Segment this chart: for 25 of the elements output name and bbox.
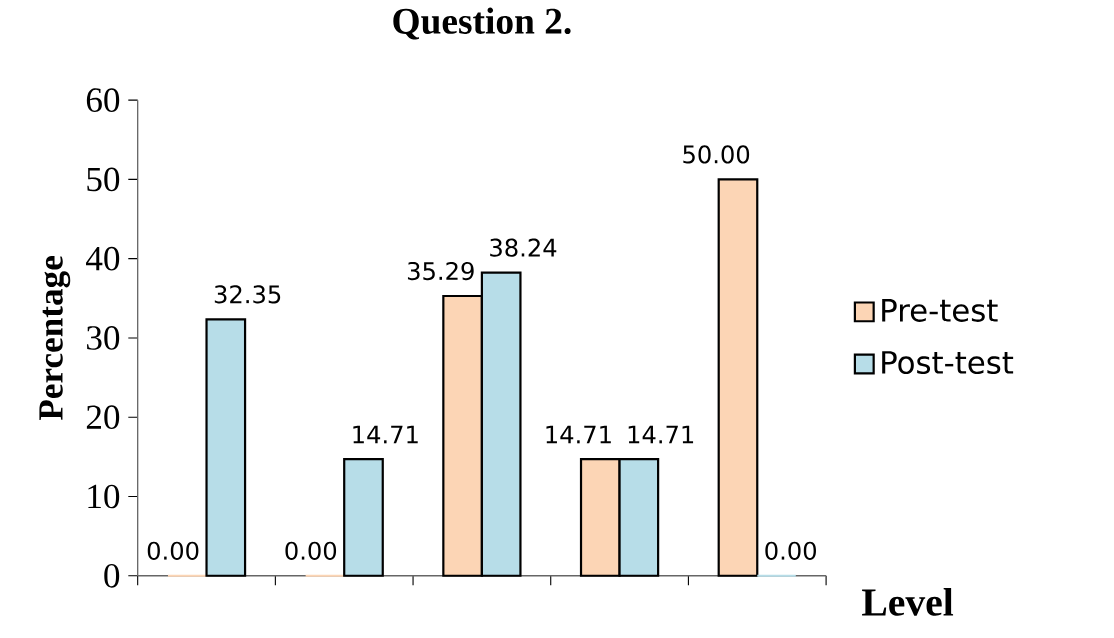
y-axis-title: Percentage: [39, 255, 71, 420]
data-label: 0.00: [285, 541, 337, 560]
data-label: 0.00: [147, 541, 199, 560]
y-tick-label: 40: [86, 246, 120, 271]
legend-label: Post-test: [882, 350, 1014, 374]
y-tick-label: 60: [86, 88, 120, 112]
data-label: 0.00: [765, 541, 816, 560]
data-label: 50.00: [683, 145, 750, 164]
data-label: 32.35: [214, 285, 281, 304]
bar: [717, 178, 759, 577]
y-tick-label: 10: [88, 484, 120, 509]
y-tick-label: 20: [86, 405, 120, 429]
bar: [205, 318, 247, 577]
y-tick-label: 0: [104, 563, 120, 588]
data-label: 38.24: [490, 238, 557, 257]
bar: [343, 457, 384, 577]
x-axis-title: Level: [862, 587, 954, 616]
data-label: 14.71: [353, 425, 418, 444]
legend-label: Pre-test: [882, 298, 998, 322]
data-label: 35.29: [407, 261, 474, 280]
data-label: 14.71: [546, 425, 611, 444]
y-tick-label: 30: [87, 325, 120, 350]
data-label: 14.71: [628, 425, 694, 444]
y-tick-label: 50: [87, 167, 120, 192]
chart-title: Question 2.: [393, 7, 571, 40]
